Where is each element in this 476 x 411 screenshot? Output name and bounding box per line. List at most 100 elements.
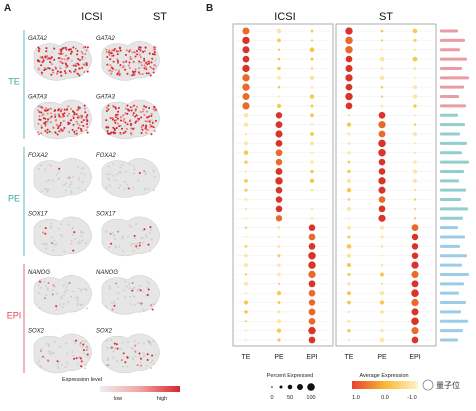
umap-cell (69, 183, 72, 186)
umap-cell (72, 354, 75, 357)
umap-cell (137, 341, 140, 344)
dot-st-epi (346, 253, 352, 258)
umap-cell (78, 74, 81, 77)
umap-cell (128, 74, 131, 77)
umap-cell (119, 49, 122, 52)
umap-cell (115, 50, 118, 53)
umap-cell (50, 73, 53, 76)
row-label-epi (440, 29, 458, 33)
dot-st-te (413, 151, 417, 154)
gene-label: GATA3 (96, 95, 115, 101)
color-tick-mid: 0.0 (381, 395, 389, 401)
dot-icsi-epi (244, 170, 248, 173)
umap-cell (114, 121, 117, 124)
umap-cell (54, 115, 57, 118)
color-legend-title: Average Expression (359, 373, 408, 379)
umap-cell (148, 341, 151, 344)
umap-cell (112, 60, 115, 63)
dot-st-pe (378, 168, 386, 175)
umap-cell (106, 129, 109, 132)
dot-icsi-te (309, 141, 315, 146)
umap-cell (109, 58, 112, 61)
umap-cell (61, 235, 64, 238)
umap-cell (131, 249, 134, 252)
umap-cell (54, 66, 57, 69)
umap-cell (51, 236, 54, 239)
umap-cell (154, 119, 157, 122)
umap-cell (154, 353, 157, 356)
umap-cell (65, 342, 68, 345)
umap-cell (132, 358, 135, 361)
umap-cell (70, 59, 73, 62)
umap-cell (38, 359, 41, 362)
umap-cell (140, 237, 143, 240)
umap-cell (77, 166, 80, 169)
umap-cell (49, 121, 52, 124)
dot-st-te (413, 198, 417, 201)
umap-cell (141, 236, 144, 239)
umap-cell (122, 65, 125, 68)
dot-st-epi (348, 217, 350, 220)
umap-cell (52, 71, 55, 74)
umap-cell (76, 62, 79, 65)
dot-st-te (413, 123, 417, 126)
umap-cell (113, 129, 116, 132)
umap-cell (117, 186, 120, 189)
umap-cell (71, 351, 74, 354)
dot-st-pe (378, 214, 386, 222)
dot-icsi-epi (245, 292, 247, 295)
umap-cell (150, 119, 153, 122)
panel-a-letter: A (4, 3, 11, 14)
dot-icsi-pe (275, 196, 283, 203)
dot-icsi-te (310, 132, 314, 136)
umap-cell (119, 115, 122, 118)
dot-icsi-pe (277, 75, 281, 80)
umap-cell (129, 225, 132, 228)
dot-icsi-pe (275, 130, 283, 138)
umap-cell (112, 54, 115, 57)
umap-cell (153, 106, 156, 109)
umap-cell (132, 112, 135, 115)
umap-cell (116, 59, 119, 62)
dotplot-icsi-frame (232, 23, 334, 347)
x-tick-st-epi: EPI (409, 354, 420, 361)
umap-cell (129, 303, 132, 306)
umap-cell (129, 119, 132, 122)
umap-cell (142, 352, 145, 355)
dot-icsi-pe (277, 38, 281, 43)
umap-cell (126, 183, 129, 186)
umap-cell (55, 173, 58, 176)
umap-cell (116, 359, 119, 362)
watermark-text: 量子位 (436, 380, 460, 390)
dot-icsi-epi (244, 273, 248, 276)
umap-cell (131, 131, 134, 134)
umap-cell (60, 296, 63, 299)
size-legend-title: Percent Expressed (267, 373, 313, 379)
umap-cell (41, 61, 44, 64)
umap-cell (70, 71, 73, 74)
umap-cell (58, 114, 61, 117)
dot-icsi-epi (244, 132, 248, 136)
row-label-pe (440, 188, 466, 192)
umap-cell (127, 64, 130, 67)
umap-cell (44, 188, 47, 191)
umap-cell (140, 125, 143, 128)
dot-st-te (412, 178, 418, 183)
umap-cell (79, 342, 82, 345)
umap-cell (50, 165, 53, 168)
umap-cell (142, 342, 145, 345)
umap-cell (108, 287, 111, 290)
umap-cell (122, 114, 125, 117)
umap-cell (40, 347, 43, 350)
dot-icsi-pe (276, 28, 282, 34)
umap-cell (77, 127, 80, 130)
dot-icsi-te (308, 261, 316, 269)
umap-cell (152, 340, 155, 343)
umap-cell (48, 163, 51, 166)
umap-cell (128, 61, 131, 64)
dot-icsi-epi (244, 226, 248, 229)
umap-cell (146, 116, 149, 119)
umap-cell (71, 64, 74, 67)
umap-cell (134, 350, 137, 353)
